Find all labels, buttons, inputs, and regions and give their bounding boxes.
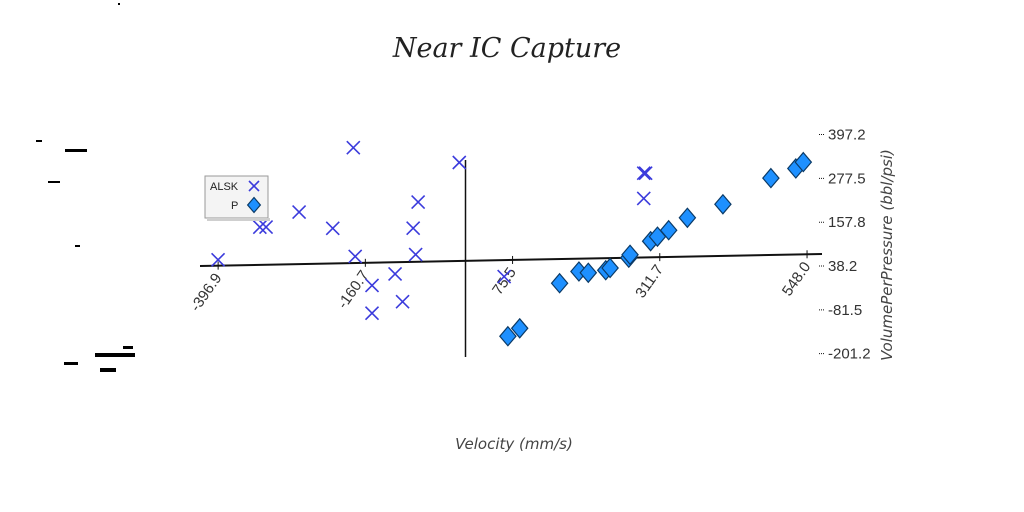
p-point [678,207,697,229]
x-tick-label: 75.5 [489,265,520,299]
chart-title: Near IC Capture [392,33,621,64]
axes [199,160,823,357]
alsk-point [325,221,340,236]
alsk-point [638,166,653,181]
p-point [762,167,780,189]
p-point [794,151,813,173]
p-point [510,317,529,339]
y-tick-label: -201.2 [828,346,871,363]
x-axis-line [199,253,823,267]
x-tick-label: 548.0 [779,259,814,300]
legend-marker-alsk [248,180,260,192]
alsk-point [346,140,361,155]
alsk-point [408,247,423,262]
legend-label-alsk: ALSK [210,181,239,193]
alsk-point [406,221,421,236]
legend-marker-p [246,196,262,214]
y-axis-label: VolumePerPressure (bbl/psi) [878,149,896,361]
p-point [579,262,598,284]
p-point [499,325,517,347]
alsk-point [211,252,226,267]
x-axis-label: Velocity (mm/s) [455,435,573,453]
background-specks [36,3,135,372]
alsk-point [348,249,363,264]
alsk-point [252,220,267,235]
x-tick-label: 311.7 [632,262,667,302]
alsk-point [411,195,426,210]
alsk-point [636,166,651,181]
y-tick-label: 38.2 [828,258,857,275]
p-point [601,257,619,279]
y-tick-label: -81.5 [828,302,862,319]
data-points [211,140,813,347]
alsk-point [395,294,410,309]
legend: ALSK P [204,175,270,221]
alsk-point [388,266,403,282]
alsk-point [292,205,307,220]
p-point [621,244,639,266]
alsk-point [364,278,380,293]
alsk-point [452,155,467,170]
legend-label-p: P [231,200,238,212]
y-tick-label: 397.2 [828,127,866,144]
p-point [659,219,678,241]
x-tick-label: -396.9 [187,270,225,315]
p-point [550,272,569,294]
y-axis-ticks: 397.2 277.5 157.8 38.2 -81.5 -201.2 [819,127,871,363]
y-tick-label: 157.8 [828,214,866,231]
alsk-point [258,219,274,235]
alsk-point [364,306,380,321]
p-point [714,193,732,215]
y-tick-label: 277.5 [828,170,866,187]
alsk-point [636,191,651,206]
alsk-point [497,269,512,284]
